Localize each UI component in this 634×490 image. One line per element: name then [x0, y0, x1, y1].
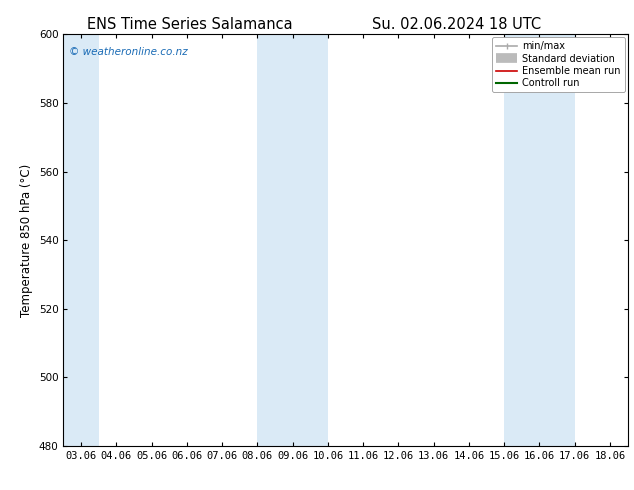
Legend: min/max, Standard deviation, Ensemble mean run, Controll run: min/max, Standard deviation, Ensemble me… [492, 37, 624, 92]
Bar [63, 34, 99, 446]
Bar [504, 34, 575, 446]
Text: ENS Time Series Salamanca: ENS Time Series Salamanca [87, 17, 293, 32]
Bar [257, 34, 328, 446]
Y-axis label: Temperature 850 hPa (°C): Temperature 850 hPa (°C) [20, 164, 33, 317]
Text: © weatheronline.co.nz: © weatheronline.co.nz [69, 47, 188, 57]
Text: Su. 02.06.2024 18 UTC: Su. 02.06.2024 18 UTC [372, 17, 541, 32]
